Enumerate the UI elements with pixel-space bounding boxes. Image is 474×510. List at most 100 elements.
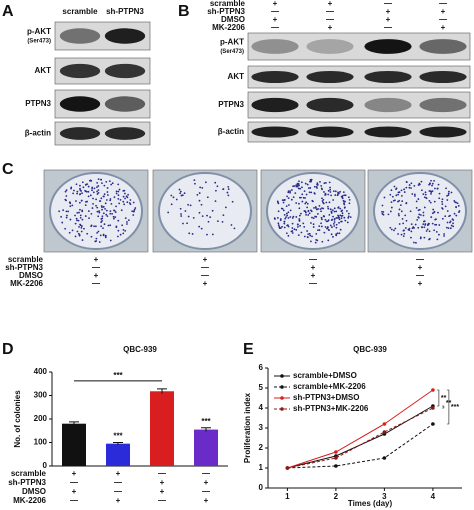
colony [98, 241, 101, 243]
colony [443, 235, 445, 237]
colony [281, 225, 283, 228]
sign: + [328, 0, 333, 8]
colony [106, 215, 109, 218]
colony [410, 187, 412, 189]
colony [72, 192, 74, 195]
colony [123, 203, 126, 206]
colony [100, 197, 103, 200]
colony [437, 211, 439, 214]
colony [455, 201, 457, 204]
colony [92, 191, 95, 194]
colony [108, 180, 111, 182]
column-label: sh-PTPN3 [106, 7, 144, 16]
colony [282, 209, 285, 212]
colony [61, 221, 64, 224]
colony [274, 218, 276, 220]
colony [172, 196, 175, 199]
colony [321, 207, 323, 210]
colony [438, 224, 441, 226]
colony [306, 202, 309, 205]
colony [302, 196, 305, 199]
colony [304, 202, 307, 205]
colony [126, 221, 128, 223]
blot-band [306, 70, 354, 84]
colony [227, 185, 230, 188]
colony [409, 210, 412, 213]
sign: — [439, 0, 447, 8]
colony [333, 218, 336, 220]
colony [113, 209, 115, 212]
condition-label: DMSO [19, 271, 43, 280]
colony [435, 230, 438, 233]
colony [436, 187, 439, 190]
colony [327, 219, 330, 221]
sign: + [204, 496, 209, 505]
colony [322, 215, 325, 217]
sign: + [441, 7, 446, 16]
y-axis-label: Proliferation index [243, 392, 252, 463]
colony [111, 182, 114, 185]
colony [300, 231, 303, 234]
colony [320, 185, 323, 187]
panel-label: C [2, 161, 14, 178]
colony [100, 225, 103, 228]
sign: — [158, 469, 166, 478]
colony [446, 199, 449, 201]
colony [87, 210, 90, 212]
colony [415, 206, 418, 209]
colony [292, 215, 295, 218]
blot-band [104, 28, 146, 44]
colony [287, 197, 290, 200]
colony [226, 191, 229, 194]
colony [309, 240, 312, 243]
colony [88, 217, 90, 220]
colony [106, 194, 109, 196]
colony [329, 191, 332, 193]
colony [448, 215, 450, 218]
colony [81, 239, 84, 241]
colony [125, 195, 128, 198]
colony [132, 214, 135, 216]
plate [266, 172, 360, 250]
colony [447, 227, 450, 230]
blot-band [104, 127, 146, 140]
sign: — [271, 23, 279, 32]
colony [397, 193, 400, 196]
colony [333, 225, 336, 227]
colony [298, 218, 301, 220]
colony [289, 190, 292, 193]
colony [304, 182, 307, 185]
colony [90, 212, 93, 215]
colony [413, 227, 415, 229]
colony [180, 194, 183, 197]
colony [127, 219, 130, 222]
colony [401, 200, 404, 203]
colony [104, 234, 107, 237]
blot-band [364, 97, 412, 113]
colony [307, 210, 310, 213]
colony [115, 205, 117, 208]
colony [317, 208, 319, 210]
colony [65, 210, 68, 213]
colony [91, 189, 93, 192]
bar [106, 443, 130, 466]
x-tick-label: 3 [382, 492, 387, 501]
colony [230, 224, 233, 226]
colony [319, 180, 321, 183]
colony [393, 229, 395, 232]
colony [305, 213, 307, 216]
colony [404, 227, 407, 229]
colony [104, 207, 106, 210]
colony [458, 210, 461, 212]
colony [178, 188, 181, 191]
plate [373, 172, 467, 250]
colony [397, 233, 399, 235]
sign: — [326, 15, 334, 24]
colony [109, 199, 112, 202]
colony [175, 198, 178, 201]
colony [101, 182, 103, 185]
colony [117, 183, 120, 186]
colony [420, 180, 423, 183]
colony [204, 181, 207, 184]
colony [309, 187, 312, 189]
